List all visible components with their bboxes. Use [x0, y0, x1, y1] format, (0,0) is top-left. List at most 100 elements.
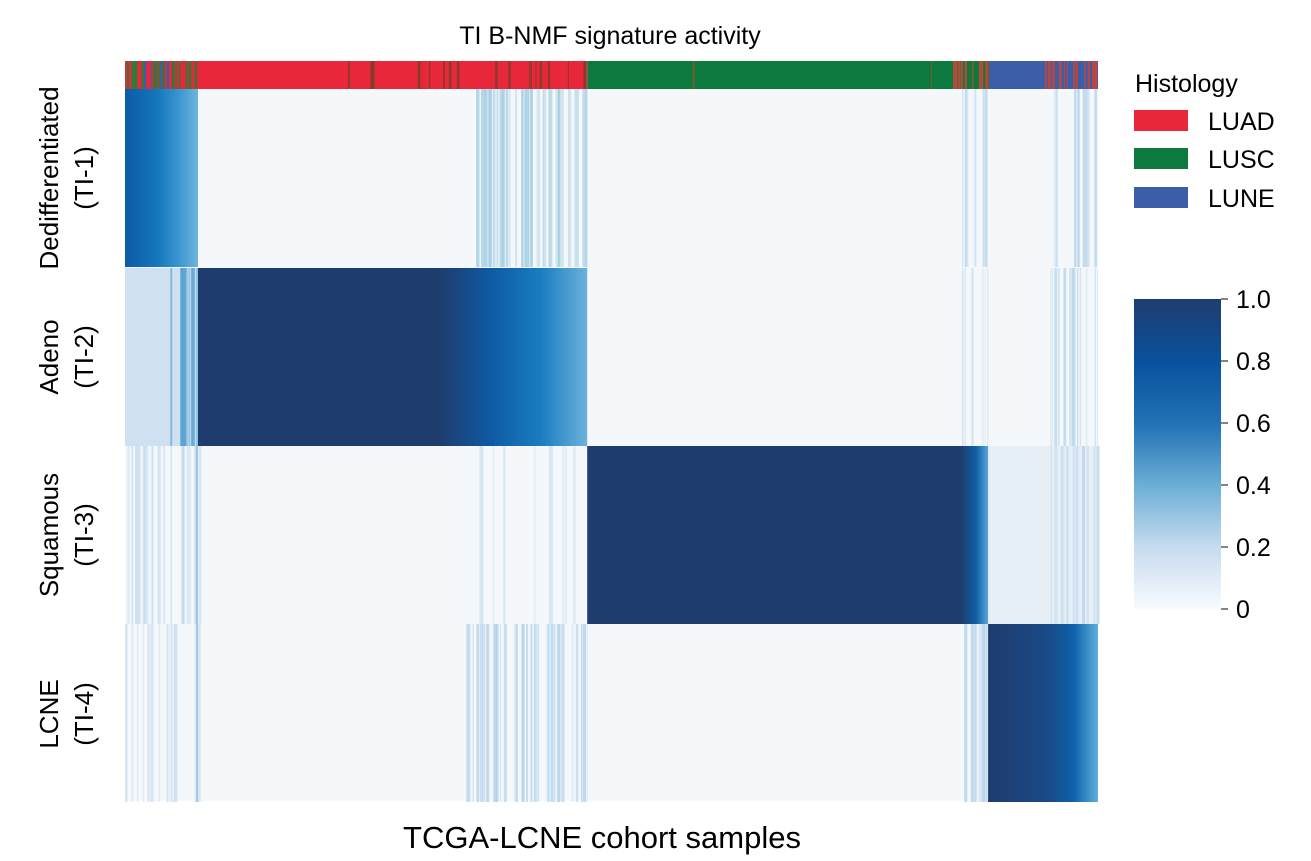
- histology-tick-lusc: [931, 61, 932, 89]
- legend-label-lusc: LUSC: [1208, 146, 1275, 174]
- heatmap-cell-ti2-lune: [1094, 268, 1096, 446]
- histology-tick-lusc-mixed: [960, 61, 963, 89]
- heatmap-block-ti4: [988, 624, 1098, 802]
- heatmap-cell-ti1-luad-tail: [478, 89, 480, 267]
- heatmap-cell-ti4-luad: [581, 624, 583, 802]
- legend-swatch-luad: [1134, 110, 1188, 131]
- histology-tick-lusc-mixed: [958, 61, 961, 89]
- heatmap-cell-ti1-luad-tail: [484, 89, 486, 267]
- heatmap-cell-ti3-dediff: [186, 446, 190, 624]
- heatmap-cell-ti1-luad-tail: [530, 89, 532, 267]
- heatmap-cell-ti2-dediff-streak: [184, 268, 186, 446]
- heatmap-cell-ti1-lune: [1073, 89, 1077, 267]
- heatmap-cell-ti4-luad: [583, 624, 587, 802]
- heatmap-cell-ti4-luad: [522, 624, 524, 802]
- histology-tick-dediff-lusc: [162, 61, 165, 89]
- heatmap-cell-ti4-luad: [530, 624, 533, 802]
- colorbar: 1.0 0.8 0.6 0.4 0.2 0: [1134, 286, 1271, 624]
- heatmap-cell-ti4-dediff: [174, 624, 178, 802]
- heatmap-cell-ti3-dediff: [131, 446, 134, 624]
- heatmap-cell-ti4-luad: [549, 624, 552, 802]
- heatmap-cell-ti1-lusc: [982, 89, 985, 267]
- heatmap-cell-ti2-dediff-streak: [170, 268, 173, 446]
- heatmap-cell-ti2-lusc: [987, 268, 989, 446]
- heatmap-cell-ti1-lusc: [985, 89, 988, 267]
- histology-tick-lusc-mixed: [955, 61, 958, 89]
- heatmap-cell-ti1-luad-tail: [492, 89, 496, 267]
- heatmap-cell-ti1-lusc: [982, 89, 985, 267]
- histology-tick-luad-mixed: [443, 61, 445, 89]
- histology-tick-lune-mixed: [1073, 61, 1075, 89]
- histology-tick-lusc: [971, 61, 974, 89]
- histology-tick-dediff-lune: [143, 61, 147, 89]
- heatmap-cell-ti4-luad: [483, 624, 486, 802]
- heatmap-body: [125, 89, 1100, 802]
- row-labels: Dedifferentiated (TI-1) Adeno (TI-2) Squ…: [34, 86, 99, 748]
- heatmap-cell-ti1-luad-tail: [548, 89, 550, 267]
- histology-tick-luad-mixed: [567, 61, 569, 89]
- heatmap-cell-ti3-lune: [1061, 446, 1065, 624]
- heatmap-cell-ti1-luad-tail: [550, 89, 553, 267]
- histology-tick-lusc-mixed: [985, 61, 988, 89]
- heatmap-cell-ti1-luad-tail: [484, 89, 488, 267]
- histology-segment-luad: [125, 61, 588, 89]
- row-label-ti3-code: (TI-3): [69, 503, 99, 567]
- histology-tick-lune-mixed: [1092, 61, 1094, 89]
- histology-tick-dediff-lusc: [185, 61, 188, 89]
- heatmap-cell-ti4-luad: [521, 624, 525, 802]
- legend-label-luad: LUAD: [1208, 108, 1275, 136]
- row-label-ti1-code: (TI-1): [69, 146, 99, 210]
- heatmap-cell-ti4-dediff: [197, 624, 201, 802]
- heatmap-cell-ti1-luad-tail: [476, 89, 478, 267]
- heatmap-cell-ti1-luad-tail: [499, 89, 502, 267]
- heatmap-cell-ti1-luad-tail: [484, 89, 488, 267]
- heatmap-cell-ti3-lune: [1060, 446, 1063, 624]
- histology-annotation-bar: [125, 61, 1098, 89]
- histology-tick-luad: [370, 61, 373, 89]
- colorbar-tick-label: 1.0: [1236, 286, 1271, 314]
- heatmap-cell-ti2-dediff-streak: [190, 268, 194, 446]
- heatmap-cell-ti4-lusc: [964, 624, 967, 802]
- histology-tick-luad-mixed: [529, 61, 531, 89]
- heatmap-cell-ti3-luad: [481, 446, 484, 624]
- heatmap-cell-ti4-dediff: [171, 624, 173, 802]
- heatmap-cell-ti1-luad-tail: [545, 89, 547, 267]
- heatmap-cell-ti4-luad: [486, 624, 490, 802]
- heatmap-cell-ti3-lune: [1082, 446, 1086, 624]
- heatmap-cell-ti1-luad-tail: [527, 89, 530, 267]
- heatmap-cell-ti3-lune: [1066, 446, 1068, 624]
- heatmap-cell-ti4-luad: [483, 624, 485, 802]
- heatmap-cell-ti1-lusc: [965, 89, 969, 267]
- heatmap-cell-ti3-dediff: [142, 446, 145, 624]
- heatmap-cell-ti4-dediff: [166, 624, 170, 802]
- heatmap-cell-ti4-dediff: [137, 624, 139, 802]
- heatmap-cell-ti4-luad: [495, 624, 498, 802]
- heatmap-cell-ti1-luad-tail: [501, 89, 505, 267]
- heatmap-cell-ti4-dediff: [166, 624, 169, 802]
- heatmap-cell-ti1-lune: [1056, 89, 1058, 267]
- heatmap-cell-ti1-luad-tail: [487, 89, 490, 267]
- heatmap-cell-ti4-luad: [476, 624, 479, 802]
- heatmap-cell-ti1-luad-tail: [555, 89, 559, 267]
- heatmap-cell-ti4-luad: [476, 624, 479, 802]
- histology-legend: Histology LUAD LUSC LUNE: [1134, 70, 1275, 213]
- heatmap-cell-ti2-dediff-streak: [181, 268, 185, 446]
- heatmap-cell-ti2-lune: [1072, 268, 1074, 446]
- histology-segment-lune: [988, 61, 1098, 89]
- heatmap-cell-ti1-luad-tail: [501, 89, 505, 267]
- histology-tick-dediff-lusc: [158, 61, 160, 89]
- histology-tick-lune-mixed: [1048, 61, 1050, 89]
- heatmap-cell-ti1-luad-tail: [529, 89, 532, 267]
- heatmap-cell-ti1-luad-tail: [530, 89, 533, 267]
- heatmap-cell-ti3-luad: [533, 446, 536, 624]
- colorbar-tick-label: 0: [1236, 596, 1250, 624]
- heatmap-cell-ti4-luad: [547, 624, 550, 802]
- heatmap-cell-ti4-dediff: [125, 624, 128, 802]
- heatmap-cell-ti3-lune: [1093, 446, 1096, 624]
- heatmap-cell-ti4-lusc: [983, 624, 988, 802]
- heatmap-cell-ti4-dediff: [142, 624, 145, 802]
- heatmap-cell-ti1-lune: [1086, 89, 1090, 267]
- heatmap-cell-ti3-luad: [564, 446, 567, 624]
- heatmap-cell-boundary: [196, 268, 199, 446]
- heatmap-cell-ti1-luad-tail: [576, 89, 579, 267]
